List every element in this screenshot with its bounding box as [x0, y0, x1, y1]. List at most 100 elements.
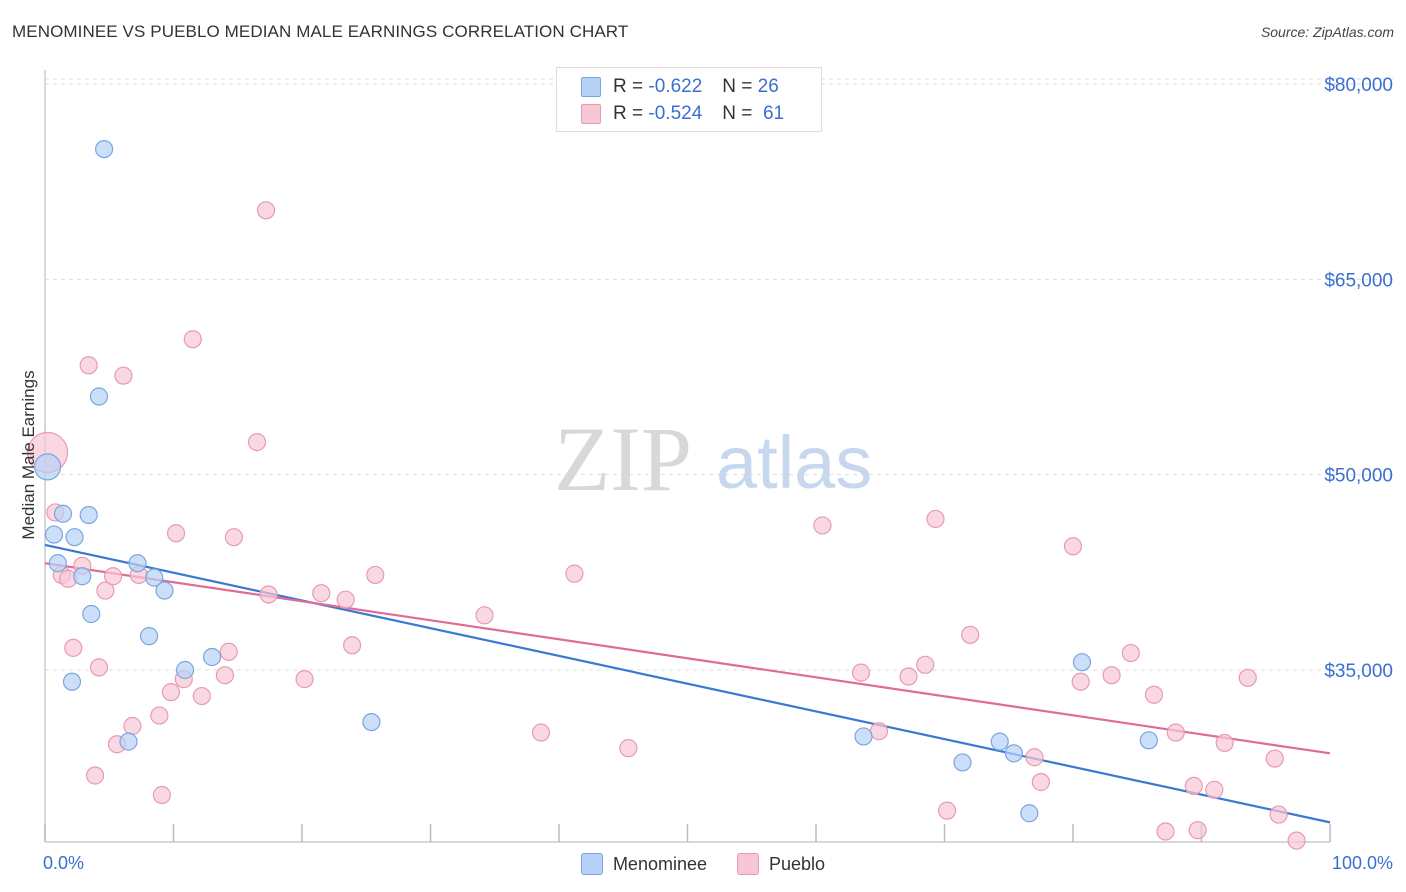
- menominee-point: [1072, 653, 1092, 672]
- menominee-point: [1004, 744, 1023, 763]
- legend-row-pueblo: R = -0.524 N = 61: [581, 102, 784, 126]
- pueblo-point: [192, 686, 211, 706]
- pueblo-point: [166, 524, 186, 543]
- pueblo-point: [366, 565, 385, 585]
- pueblo-point: [123, 716, 142, 736]
- legend-label-pueblo: Pueblo: [769, 853, 826, 874]
- pueblo-point: [224, 528, 243, 547]
- menominee-point: [362, 712, 381, 732]
- pueblo-point: [1184, 776, 1203, 796]
- menominee-swatch: [580, 853, 603, 875]
- pueblo-point: [565, 564, 584, 583]
- menominee-point: [44, 525, 64, 544]
- pueblo-point: [899, 667, 918, 686]
- menominee-point: [145, 568, 164, 587]
- pueblo-point: [1156, 822, 1175, 841]
- pueblo-point: [1265, 749, 1284, 768]
- legend-item-menominee: Menominee: [580, 851, 707, 877]
- menominee-point: [139, 627, 159, 646]
- pueblo-point: [1102, 666, 1121, 685]
- menominee-point: [65, 528, 84, 547]
- y-tick-label: $80,000: [1324, 75, 1393, 96]
- pueblo-point: [1166, 723, 1185, 742]
- trendlines: [44, 543, 1331, 824]
- watermark-atlas: atlas: [716, 421, 872, 504]
- pueblo-point: [312, 584, 331, 603]
- series-legend: Menominee Pueblo: [0, 851, 1406, 877]
- pueblo-point: [1188, 821, 1207, 840]
- pueblo-point: [183, 330, 202, 349]
- pueblo-point: [96, 581, 115, 600]
- pueblo-point: [1144, 685, 1164, 704]
- x-tick-label: 0.0%: [43, 853, 84, 873]
- menominee-point: [953, 753, 972, 772]
- pueblo-point: [152, 785, 172, 805]
- legend-n-value: 26: [757, 76, 779, 97]
- legend-n-value: 61: [762, 103, 785, 124]
- legend-r-label: R =: [613, 103, 644, 124]
- pueblo-point: [150, 706, 169, 725]
- menominee-point: [95, 139, 114, 159]
- gridlines: [45, 78, 1395, 671]
- pueblo-point: [1269, 805, 1288, 824]
- pueblo-swatch: [737, 853, 759, 875]
- pueblo-point: [813, 516, 832, 535]
- menominee-point: [48, 554, 67, 573]
- menominee-point: [990, 732, 1009, 751]
- legend-label-menominee: Menominee: [612, 853, 707, 874]
- axes: [44, 70, 1331, 843]
- pueblo-point: [1205, 780, 1224, 799]
- source-label: Source: ZipAtlas.com: [1260, 24, 1394, 40]
- pueblo-point: [916, 655, 935, 674]
- pueblo-point: [961, 625, 980, 644]
- axis-labels: $35,000 $50,000 $65,000 $80,000 0.0% 100.0%: [43, 75, 1393, 873]
- pueblo-point: [295, 670, 314, 689]
- pueblo-trendline: [44, 562, 1331, 755]
- pueblo-point: [86, 766, 105, 785]
- y-axis-label: Median Male Earnings: [19, 370, 38, 539]
- menominee-point: [79, 505, 98, 525]
- watermark: ZIP atlas: [554, 408, 872, 510]
- pueblo-point: [104, 567, 123, 586]
- menominee-point: [1020, 804, 1039, 823]
- pueblo-point: [531, 723, 551, 742]
- pueblo-point: [619, 739, 638, 758]
- legend-n-label: N =: [722, 76, 753, 97]
- pueblo-point: [161, 683, 181, 702]
- menominee-point: [854, 727, 873, 746]
- pueblo-point: [336, 590, 355, 609]
- menominee-trendline: [44, 543, 1331, 824]
- pueblo-point: [926, 509, 945, 529]
- pueblo-point: [475, 606, 494, 625]
- legend-row-menominee: R = -0.622 N = 26: [581, 75, 779, 99]
- y-tick-label: $35,000: [1324, 661, 1393, 682]
- pueblo-point: [256, 201, 276, 220]
- legend-r-label: R =: [613, 76, 644, 97]
- menominee-point: [175, 660, 195, 680]
- pueblo-point: [937, 801, 957, 820]
- menominee-point: [119, 732, 138, 751]
- pueblo-point: [114, 366, 133, 385]
- pueblo-point: [1215, 733, 1234, 753]
- menominee-point: [128, 554, 147, 573]
- menominee-point: [33, 453, 62, 481]
- pueblo-point: [215, 666, 234, 685]
- pueblo-point: [89, 658, 109, 677]
- chart-title: MENOMINEE VS PUEBLO MEDIAN MALE EARNINGS…: [12, 22, 629, 41]
- pueblo-swatch: [581, 104, 601, 124]
- pueblo-point: [64, 638, 83, 657]
- menominee-swatch: [581, 77, 601, 97]
- y-tick-label: $65,000: [1324, 270, 1393, 291]
- legend-r-value: -0.524: [648, 103, 703, 124]
- pueblo-point: [1121, 643, 1140, 663]
- pueblo-point: [79, 356, 98, 375]
- pueblo-point: [1071, 672, 1090, 691]
- menominee-point: [62, 672, 82, 691]
- pueblo-point: [247, 433, 267, 452]
- x-tick-label: 100.0%: [1332, 853, 1393, 873]
- legend-item-pueblo: Pueblo: [737, 851, 825, 877]
- pueblo-point: [851, 663, 871, 682]
- pueblo-point: [1025, 748, 1044, 767]
- pueblo-point: [1287, 831, 1306, 850]
